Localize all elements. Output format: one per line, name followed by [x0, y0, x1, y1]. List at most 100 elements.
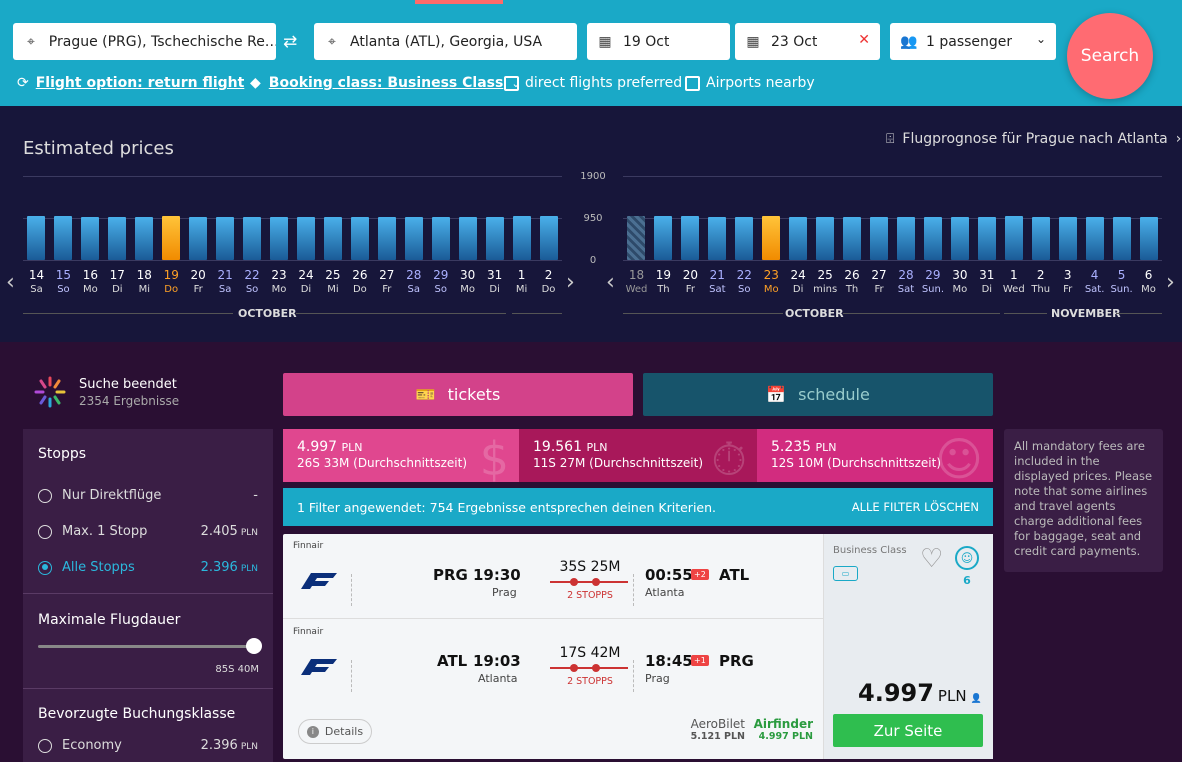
return-date-input[interactable]: ▦ 23 Oct ✕: [735, 23, 880, 60]
date-label[interactable]: 15: [55, 268, 72, 282]
price-bar[interactable]: [296, 216, 315, 260]
date-label[interactable]: 17: [109, 268, 125, 282]
price-bar[interactable]: [681, 215, 700, 260]
search-button[interactable]: Search: [1067, 13, 1153, 99]
stops-option-all[interactable]: Alle Stopps 2.396 PLN: [38, 560, 258, 575]
price-bar[interactable]: [270, 216, 289, 260]
nearby-airports-checkbox[interactable]: Airports nearby: [685, 75, 815, 91]
checkbox[interactable]: [685, 75, 700, 91]
price-bar[interactable]: [816, 216, 835, 260]
price-bar[interactable]: [1139, 216, 1158, 260]
date-label[interactable]: 1: [1009, 268, 1018, 282]
clear-filters-link[interactable]: ALLE FILTER LÖSCHEN: [851, 500, 979, 514]
price-bar[interactable]: [977, 216, 996, 260]
origin-input[interactable]: ⌖ Prague (PRG), Tschechische Re…: [13, 23, 276, 60]
passenger-select[interactable]: 👥 1 passenger ⌄: [890, 23, 1056, 60]
date-label[interactable]: 22: [736, 268, 752, 282]
agent-airfinder[interactable]: Airfinder 4.997 PLN: [753, 717, 813, 742]
price-bar[interactable]: [923, 216, 942, 260]
price-bar[interactable]: [789, 216, 808, 260]
date-label[interactable]: 30: [460, 268, 476, 282]
price-bar[interactable]: [708, 216, 727, 260]
date-label[interactable]: 21: [217, 268, 233, 282]
radio-button[interactable]: [38, 738, 52, 753]
price-bar[interactable]: [762, 215, 781, 260]
tab-schedule[interactable]: 📅 schedule: [643, 373, 993, 416]
agent-aerobilet[interactable]: AeroBilet 5.121 PLN: [690, 717, 745, 742]
date-label[interactable]: 24: [298, 268, 314, 282]
heart-icon[interactable]: ♡: [920, 544, 944, 574]
price-bar[interactable]: [654, 215, 673, 260]
summary-best[interactable]: 5.235 PLN 12S 10M (Durchschnittszeit) ☺: [757, 429, 993, 482]
date-label[interactable]: 29: [925, 268, 941, 282]
price-bar[interactable]: [950, 216, 969, 260]
duration-slider-handle[interactable]: [246, 638, 262, 654]
date-label[interactable]: 31: [486, 268, 503, 282]
clear-icon[interactable]: ✕: [858, 32, 870, 48]
date-label[interactable]: 25: [817, 268, 833, 282]
chart-next-arrow[interactable]: ›: [1166, 270, 1175, 295]
chart-prev-arrow[interactable]: ‹: [6, 270, 15, 295]
date-label[interactable]: 23: [271, 268, 287, 282]
date-label[interactable]: 22: [244, 268, 260, 282]
flight-result-card[interactable]: Finnair PRG 19:30 Prag 35S 25M 2 STOPPS …: [283, 534, 993, 759]
price-bar[interactable]: [323, 216, 342, 260]
price-bar[interactable]: [896, 216, 915, 260]
price-bar[interactable]: [870, 216, 889, 260]
date-label[interactable]: 6: [1144, 268, 1153, 282]
price-bar[interactable]: [458, 216, 477, 260]
date-label[interactable]: 3: [1063, 268, 1072, 282]
class-option-economy[interactable]: Economy 2.396 PLN: [38, 738, 258, 753]
price-bar[interactable]: [843, 216, 862, 260]
date-label[interactable]: 25: [325, 268, 341, 282]
details-button[interactable]: i Details: [298, 719, 372, 744]
date-label[interactable]: 28: [898, 268, 914, 282]
booking-class-select[interactable]: ◆ Booking class: Business Class ⌄: [250, 75, 521, 91]
chart-next-arrow[interactable]: ›: [566, 270, 575, 295]
date-label[interactable]: 27: [871, 268, 887, 282]
swap-icon[interactable]: ⇄: [283, 32, 298, 52]
price-bar[interactable]: [54, 215, 73, 260]
flight-option-select[interactable]: ⟳ Flight option: return flight ⌄: [17, 75, 262, 91]
date-label[interactable]: 20: [682, 268, 699, 282]
price-bar[interactable]: [243, 216, 262, 260]
date-label[interactable]: 23: [763, 268, 779, 282]
tab-tickets[interactable]: 🎫 tickets: [283, 373, 633, 416]
price-bar[interactable]: [377, 216, 396, 260]
price-bar[interactable]: [135, 216, 154, 260]
date-label[interactable]: 30: [952, 268, 968, 282]
date-label[interactable]: 18: [136, 268, 152, 282]
price-bar[interactable]: [81, 216, 100, 260]
price-bar[interactable]: [1004, 215, 1023, 260]
date-label[interactable]: 28: [406, 268, 422, 282]
price-bar[interactable]: [1031, 216, 1050, 260]
price-bar[interactable]: [1058, 216, 1077, 260]
stops-option-max-1[interactable]: Max. 1 Stopp 2.405 PLN: [38, 524, 258, 539]
direct-flights-checkbox[interactable]: direct flights preferred: [504, 75, 682, 91]
radio-button[interactable]: [38, 488, 52, 503]
date-label[interactable]: 18: [628, 268, 645, 282]
go-to-site-button[interactable]: Zur Seite: [833, 714, 983, 747]
destination-input[interactable]: ⌖ Atlanta (ATL), Georgia, USA: [314, 23, 577, 60]
duration-slider-track[interactable]: [38, 645, 260, 648]
price-bar[interactable]: [350, 216, 369, 260]
date-label[interactable]: 26: [844, 268, 860, 282]
price-bar[interactable]: [539, 215, 558, 260]
stops-option-direct[interactable]: Nur Direktflüge -: [38, 488, 258, 503]
depart-date-input[interactable]: ▦ 19 Oct: [587, 23, 730, 60]
price-bar[interactable]: [512, 215, 531, 260]
chart-prev-arrow[interactable]: ‹: [606, 270, 615, 295]
date-label[interactable]: 19: [163, 268, 179, 282]
date-label[interactable]: 14: [28, 268, 45, 282]
radio-button[interactable]: [38, 560, 52, 575]
date-label[interactable]: 4: [1090, 268, 1099, 282]
price-bar[interactable]: [1085, 216, 1104, 260]
price-bar[interactable]: [216, 216, 235, 260]
price-bar[interactable]: [431, 216, 450, 260]
date-label[interactable]: 24: [790, 268, 806, 282]
date-label[interactable]: 16: [82, 268, 99, 282]
price-bar[interactable]: [1112, 216, 1131, 260]
price-bar[interactable]: [108, 216, 127, 260]
price-bar[interactable]: [627, 215, 646, 260]
date-label[interactable]: 5: [1117, 268, 1126, 282]
